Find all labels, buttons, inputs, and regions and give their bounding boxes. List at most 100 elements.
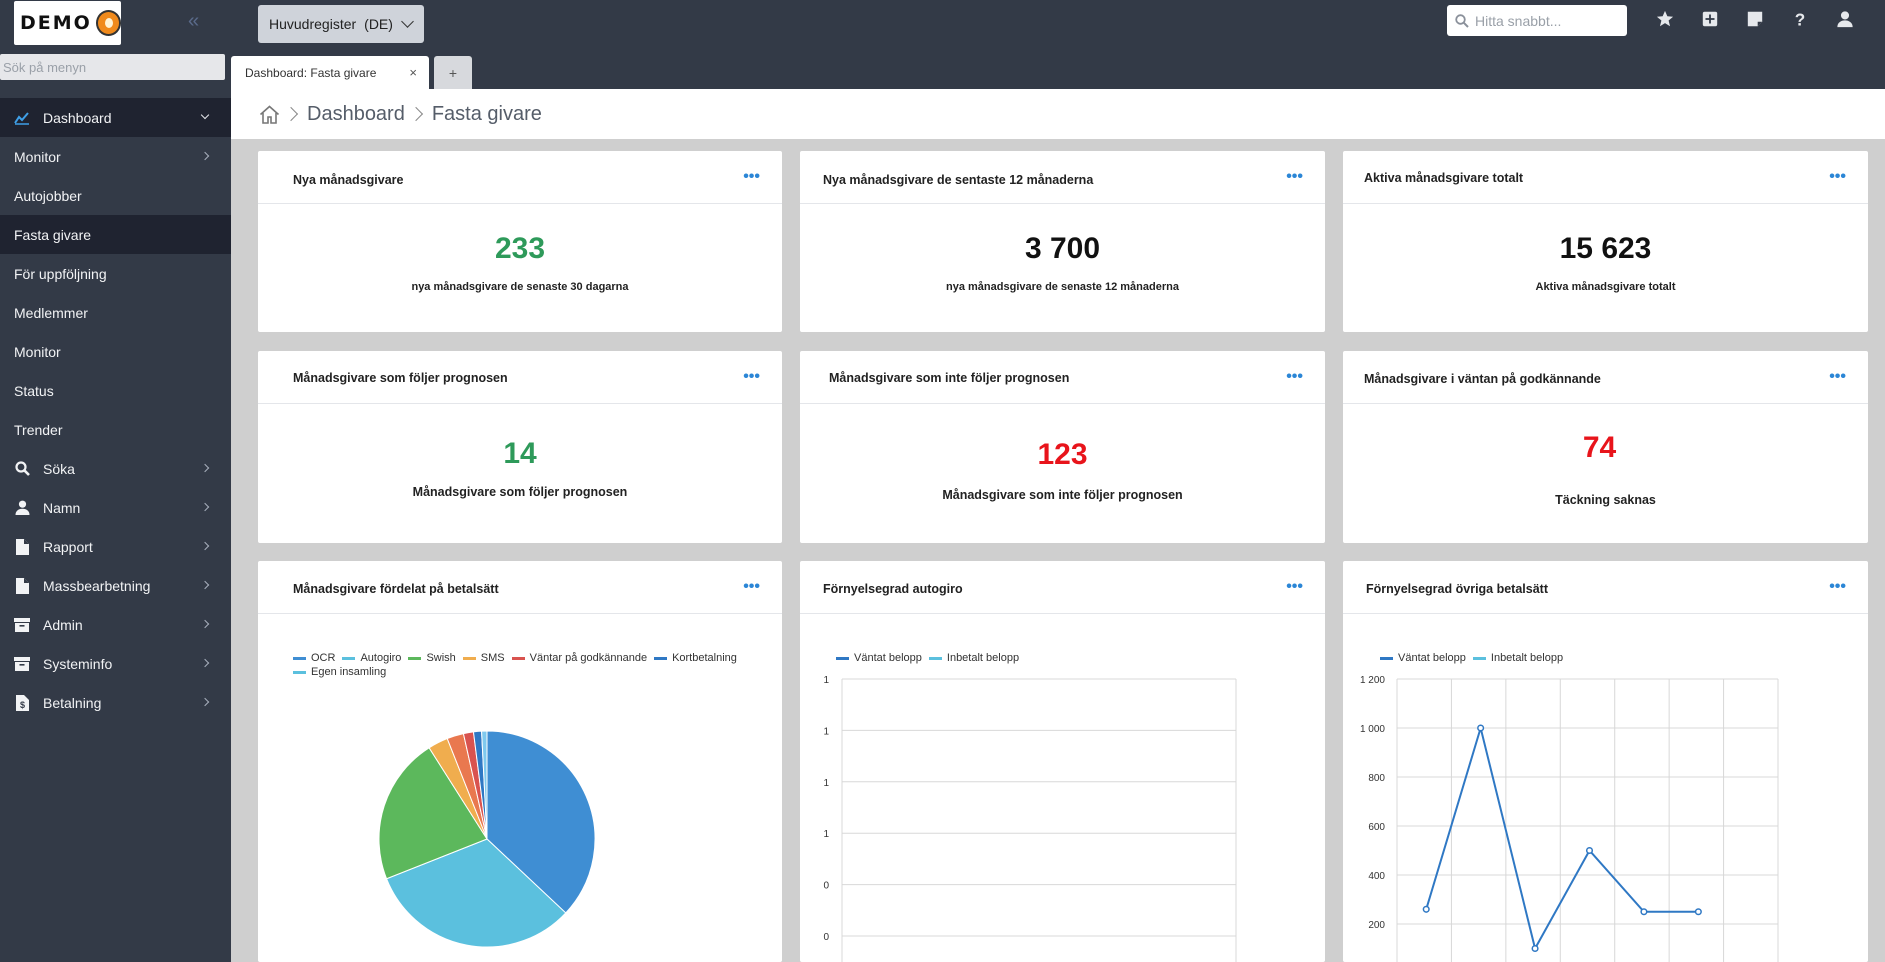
sidebar-item-autojobber[interactable]: Autojobber (0, 176, 231, 215)
chart-legend: OCR Autogiro Swish SMS Väntar på godkännande… (293, 651, 753, 679)
more-icon[interactable]: ••• (1829, 578, 1846, 595)
sidebar-item-namn[interactable]: Namn (0, 488, 231, 527)
home-icon[interactable] (259, 104, 280, 124)
chevron-down-icon (200, 110, 210, 120)
card-subtitle: nya månadsgivare de senaste 30 dagarna (411, 281, 629, 293)
more-icon[interactable]: ••• (1286, 168, 1303, 185)
sidebar-item-admin[interactable]: Admin (0, 605, 231, 644)
menu-search (0, 54, 225, 80)
more-icon[interactable]: ••• (743, 368, 760, 385)
legend-item[interactable]: OCR (293, 652, 335, 665)
sidebar-item-label: För uppföljning (14, 265, 107, 282)
collapse-sidebar-icon[interactable]: « (188, 10, 200, 32)
more-icon[interactable]: ••• (743, 168, 760, 185)
legend-item[interactable]: Väntat belopp (1380, 652, 1466, 665)
more-icon[interactable]: ••• (1286, 368, 1303, 385)
card-subtitle: Täckning saknas (1555, 493, 1656, 507)
card-title: Förnyelsegrad övriga betalsätt (1366, 582, 1549, 596)
card-not-following-forecast: Månadsgivare som inte följer prognosen ••… (800, 351, 1325, 543)
data-point[interactable] (1422, 905, 1430, 913)
legend-item[interactable]: Väntat belopp (836, 652, 922, 665)
sidebar-item-label: Monitor (14, 343, 61, 360)
breadcrumb-item-current: Fasta givare (431, 102, 542, 125)
logo-text: DEMO (20, 12, 92, 34)
more-icon[interactable]: ••• (1829, 368, 1846, 385)
pie-chart (378, 730, 596, 948)
y-tick-label: 0 (823, 881, 829, 892)
sidebar-item-fasta-givare[interactable]: Fasta givare (0, 215, 231, 254)
breadcrumb-item-dashboard[interactable]: Dashboard (307, 102, 405, 125)
data-point[interactable] (1640, 908, 1648, 916)
pie-slice[interactable] (486, 730, 596, 914)
sidebar-item-label: Monitor (14, 148, 61, 165)
legend-label: Egen insamling (311, 666, 387, 678)
add-tab-button[interactable]: + (434, 56, 472, 89)
chevron-right-icon (408, 106, 423, 122)
sidebar-item-massbearbetning[interactable]: Massbearbetning (0, 566, 231, 605)
legend-item[interactable]: Kortbetalning (654, 652, 737, 665)
sidebar-item-status[interactable]: Status (0, 371, 231, 410)
sidebar-item-medlemmer[interactable]: Medlemmer (0, 293, 231, 332)
more-icon[interactable]: ••• (743, 578, 760, 595)
card-value: 123 (1037, 438, 1088, 471)
card-value: 233 (494, 232, 546, 265)
document-icon (14, 577, 30, 594)
sidebar-item-soka[interactable]: Söka (0, 449, 231, 488)
sidebar-item-dashboard[interactable]: Dashboard (0, 98, 231, 137)
note-icon[interactable] (1746, 10, 1764, 28)
y-tick-label: 1 (823, 778, 829, 789)
sidebar-item-betalning[interactable]: $ Betalning (0, 683, 231, 722)
series-line (1425, 724, 1699, 952)
tab-label: Dashboard: Fasta givare (245, 65, 377, 80)
card-title: Månadsgivare fördelat på betalsätt (293, 582, 499, 596)
more-icon[interactable]: ••• (1829, 168, 1846, 185)
legend-item[interactable]: Swish (408, 652, 456, 665)
pie-slice[interactable] (481, 730, 488, 840)
legend-item[interactable]: Inbetalt belopp (928, 652, 1019, 665)
register-selector[interactable]: Huvudregister (DE) (258, 5, 424, 43)
sidebar-item-rapport[interactable]: Rapport (0, 527, 231, 566)
sidebar-menu: Dashboard Monitor Autojobber Fasta givar… (0, 98, 231, 722)
legend-label: SMS (480, 652, 505, 664)
more-icon[interactable]: ••• (1286, 578, 1303, 595)
line-chart: 1 200 1 000 800 600 400 200 (1360, 675, 1779, 962)
sidebar-item-monitor-2[interactable]: Monitor (0, 332, 231, 371)
chevron-down-icon (401, 15, 414, 28)
archive-icon (14, 617, 30, 633)
y-tick-label: 600 (1368, 822, 1385, 833)
sidebar-item-label: Trender (14, 421, 63, 438)
sidebar-item-for-uppfoljning[interactable]: För uppföljning (0, 254, 231, 293)
legend-item[interactable]: Inbetalt belopp (1472, 652, 1563, 665)
legend-item[interactable]: Autogiro (342, 652, 401, 665)
help-icon[interactable]: ? (1791, 10, 1809, 28)
pie-slice[interactable] (385, 838, 567, 948)
sidebar-item-trender[interactable]: Trender (0, 410, 231, 449)
user-account-icon[interactable] (1836, 10, 1854, 28)
tab-dashboard-fasta-givare[interactable]: Dashboard: Fasta givare × (231, 56, 429, 89)
data-point[interactable] (1694, 908, 1702, 916)
close-icon[interactable]: × (409, 65, 417, 80)
data-point[interactable] (1585, 846, 1594, 855)
card-title: Förnyelsegrad autogiro (823, 582, 963, 596)
star-icon[interactable] (1656, 10, 1674, 28)
add-square-icon[interactable] (1701, 10, 1719, 28)
quick-search-input[interactable] (1475, 12, 1615, 29)
data-point[interactable] (1531, 944, 1539, 953)
y-tick-label: 0 (823, 932, 829, 943)
lightbulb-icon (95, 10, 121, 36)
sidebar-item-label: Betalning (43, 694, 102, 711)
menu-search-input[interactable] (3, 54, 218, 80)
data-point[interactable] (1477, 724, 1485, 732)
user-icon (14, 500, 30, 516)
logo[interactable]: DEMO (14, 1, 121, 45)
chevron-right-icon (200, 541, 210, 551)
sidebar-item-systeminfo[interactable]: Systeminfo (0, 644, 231, 683)
sidebar-item-monitor[interactable]: Monitor (0, 137, 231, 176)
y-tick-label: 1 (823, 829, 829, 840)
legend-item[interactable]: Väntar på godkännande (511, 652, 647, 665)
legend-item[interactable]: Egen insamling (293, 666, 386, 679)
pie-slice[interactable] (378, 747, 488, 880)
legend-item[interactable]: SMS (462, 652, 505, 665)
invoice-icon: $ (14, 694, 30, 711)
legend-swatch (836, 657, 849, 660)
